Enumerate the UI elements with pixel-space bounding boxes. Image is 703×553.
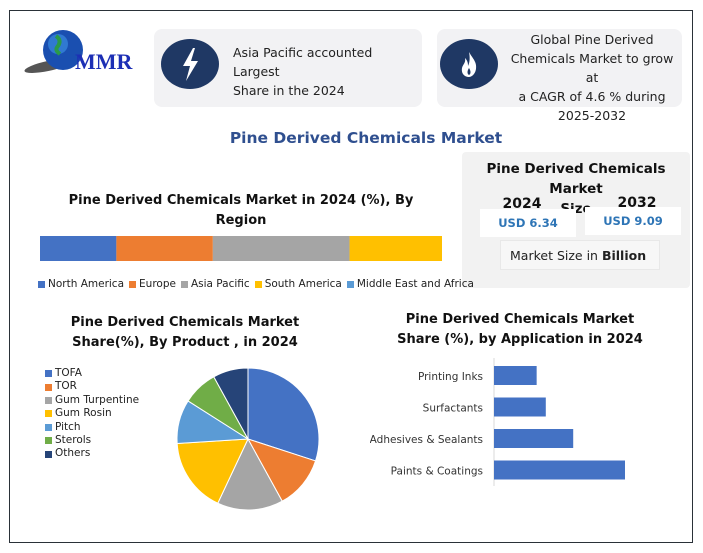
category-label: Surfactants bbox=[423, 403, 483, 415]
svg-text:MMR: MMR bbox=[75, 49, 134, 74]
product-pie-chart bbox=[176, 367, 320, 511]
legend-label: TOR bbox=[55, 380, 77, 393]
region-legend: North America Europe Asia Pacific South Ame… bbox=[38, 278, 474, 290]
legend-label: Pitch bbox=[55, 420, 81, 433]
bar-paints-coatings bbox=[494, 460, 625, 480]
legend-swatch bbox=[45, 370, 52, 378]
category-label: Adhesives & Sealants bbox=[370, 434, 483, 446]
legend-label: TOFA bbox=[55, 367, 82, 379]
legend-swatch bbox=[45, 410, 52, 418]
region-segment-asia-pacific bbox=[212, 236, 350, 261]
legend-label: South America bbox=[264, 278, 342, 290]
legend-item: TOR bbox=[45, 380, 139, 393]
legend-item: Sterols bbox=[45, 434, 139, 447]
legend-item: Gum Turpentine bbox=[45, 394, 139, 407]
legend-item: Europe bbox=[129, 278, 176, 290]
legend-item: Others bbox=[45, 447, 139, 460]
legend-label: Middle East and Africa bbox=[356, 278, 474, 290]
highlight-card-cagr: Global Pine Derived Chemicals Market to … bbox=[437, 29, 682, 123]
highlight-card-region: Asia Pacific accounted Largest Share in … bbox=[154, 29, 422, 107]
bar-adhesives-sealants bbox=[494, 429, 574, 448]
unit-label: Market Size in bbox=[510, 248, 602, 263]
legend-label: Asia Pacific bbox=[190, 278, 250, 290]
category-label: Paints & Coatings bbox=[391, 466, 483, 478]
card-text-line: a CAGR of 4.6 % during bbox=[518, 89, 666, 104]
card-text-line: Chemicals Market to grow at bbox=[510, 51, 674, 85]
legend-swatch bbox=[45, 437, 52, 445]
legend-item: TOFA bbox=[45, 367, 139, 380]
infographic-frame bbox=[9, 10, 693, 543]
application-chart-title: Share (%), by Application in 2024 bbox=[397, 332, 643, 347]
legend-label: Sterols bbox=[55, 434, 92, 447]
legend-item: Middle East and Africa bbox=[346, 278, 474, 290]
legend-label: Europe bbox=[139, 278, 176, 290]
legend-swatch bbox=[180, 280, 188, 288]
legend-label: Gum Turpentine bbox=[55, 393, 140, 406]
legend-label: North America bbox=[48, 278, 125, 290]
legend-swatch bbox=[45, 397, 52, 405]
region-stacked-bar bbox=[40, 236, 442, 261]
application-bar-chart: Printing Inks Surfactants Adhesives & Seal… bbox=[370, 358, 625, 486]
flame-icon bbox=[440, 39, 498, 89]
legend-item: South America bbox=[254, 278, 342, 290]
legend-swatch bbox=[346, 280, 354, 288]
legend-label: Gum Rosin bbox=[55, 407, 112, 420]
value-2024: USD 6.34 bbox=[480, 209, 576, 237]
bar-printing-inks bbox=[494, 366, 537, 385]
legend-swatch bbox=[38, 280, 45, 288]
mmr-logo: MMR bbox=[18, 22, 148, 78]
page-title: Pine Derived Chemicals Market bbox=[229, 129, 503, 147]
market-size-panel: Pine Derived Chemicals Market Size 2024 … bbox=[462, 152, 690, 288]
application-chart-title: Pine Derived Chemicals Market bbox=[405, 312, 635, 327]
legend-item: Pitch bbox=[45, 421, 139, 434]
card-text-line: Global Pine Derived bbox=[530, 32, 654, 47]
region-segment-europe bbox=[116, 236, 213, 261]
product-chart-title: Share(%), By Product , in 2024 bbox=[72, 335, 298, 350]
legend-item: Gum Rosin bbox=[45, 407, 139, 420]
pie-slice-gum-rosin bbox=[176, 438, 249, 504]
region-segment-south-america bbox=[349, 236, 442, 261]
region-segment-north-america bbox=[40, 236, 117, 261]
market-size-title: Pine Derived Chemicals Market bbox=[486, 161, 666, 197]
lightning-icon bbox=[161, 39, 219, 89]
region-chart-title: Pine Derived Chemicals Market in 2024 (%… bbox=[68, 193, 414, 208]
category-label: Printing Inks bbox=[418, 371, 483, 383]
pie-slice-others bbox=[213, 367, 249, 440]
card-text-line: 2025-2032 bbox=[557, 108, 627, 123]
legend-swatch bbox=[129, 280, 137, 288]
bar-surfactants bbox=[494, 397, 546, 417]
legend-swatch bbox=[45, 423, 52, 431]
region-chart-title: Region bbox=[215, 213, 267, 228]
market-size-unit: Market Size in Billion bbox=[500, 240, 660, 270]
unit-bold: Billion bbox=[601, 248, 647, 263]
card-text-line: Share in the 2024 bbox=[233, 83, 345, 98]
pie-slice-gum-turpentine bbox=[217, 437, 283, 511]
legend-label: Others bbox=[55, 447, 91, 460]
legend-swatch bbox=[254, 280, 262, 288]
year-2024: 2024 bbox=[502, 196, 542, 212]
legend-item: North America bbox=[38, 278, 124, 290]
legend-swatch bbox=[45, 450, 52, 458]
product-chart-title: Pine Derived Chemicals Market bbox=[70, 315, 300, 330]
card-text-line: Asia Pacific accounted Largest bbox=[233, 45, 373, 79]
pie-slice-tofa bbox=[247, 367, 320, 462]
legend-swatch bbox=[45, 383, 52, 391]
value-2032: USD 9.09 bbox=[585, 207, 681, 235]
legend-item: Asia Pacific bbox=[180, 278, 250, 290]
product-legend: TOFA TOR Gum Turpentine Gum Rosin Pitch Stero… bbox=[45, 367, 139, 461]
